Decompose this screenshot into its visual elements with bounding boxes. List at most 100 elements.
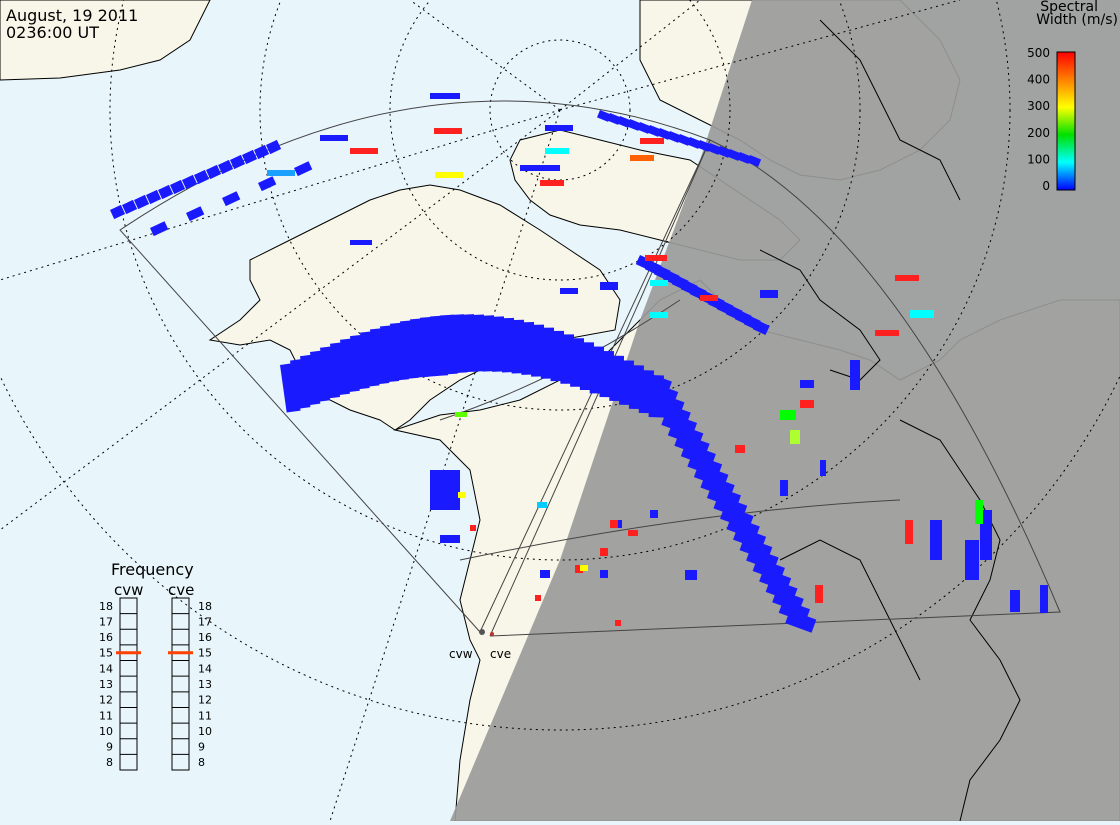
- scatter-cell: [707, 143, 722, 155]
- colorbar-ticks: 500 400 300 200 100 0: [1027, 46, 1050, 193]
- colorbar-tick-label: 0: [1042, 179, 1050, 193]
- scatter-cell: [520, 165, 560, 171]
- colored-scatter-cell: [628, 530, 638, 536]
- colored-scatter-cell: [975, 500, 983, 524]
- colored-scatter-cell: [575, 565, 583, 573]
- scatter-cell: [747, 155, 762, 167]
- scatter-cell: [677, 133, 692, 146]
- scatter-cell: [607, 112, 622, 125]
- time-label: 0236:00 UT: [6, 23, 100, 42]
- colored-scatter-cell: [545, 148, 569, 154]
- cve-site-label: cve: [490, 647, 511, 661]
- scatter-cell: [440, 535, 460, 543]
- frequency-level-label: 18: [99, 600, 113, 613]
- scatter-cell: [266, 139, 282, 155]
- scatter-cell: [230, 154, 246, 170]
- colored-scatter-cell: [640, 138, 664, 144]
- frequency-level-label: 13: [99, 678, 113, 691]
- frequency-level-label: 11: [198, 709, 212, 722]
- backscatter-layer: [110, 93, 1048, 633]
- colorbar-title-line2: Width (m/s): [1036, 12, 1118, 28]
- scatter-cell: [110, 204, 126, 220]
- colored-scatter-cell: [790, 430, 800, 444]
- scatter-cell: [637, 122, 652, 134]
- colored-scatter-cell: [650, 280, 668, 286]
- radar-sites: cvw cve: [449, 629, 511, 661]
- colored-scatter-cell: [600, 548, 608, 556]
- scatter-cell: [186, 206, 205, 222]
- frequency-level-label: 11: [99, 709, 113, 722]
- colored-scatter-cell: [455, 412, 467, 417]
- frequency-level-label: 16: [99, 631, 113, 644]
- colored-scatter-cell: [610, 520, 618, 528]
- night-coastlines: [759, 19, 1021, 822]
- scatter-cell: [254, 144, 270, 160]
- colorbar-tick-label: 500: [1027, 46, 1050, 60]
- frequency-level-label: 14: [198, 662, 212, 675]
- scatter-cell: [727, 149, 742, 161]
- colored-scatter-cell: [537, 502, 547, 508]
- scatter-cell: [650, 510, 658, 518]
- scatter-cell: [1040, 585, 1048, 613]
- scatter-cell: [146, 189, 162, 205]
- scatter-cell: [600, 282, 618, 290]
- scatter-cell: [294, 161, 313, 177]
- scatter-cell: [785, 610, 817, 633]
- frequency-level-label: 14: [99, 662, 113, 675]
- scatter-cell: [850, 360, 860, 390]
- colored-scatter-cell: [700, 295, 718, 301]
- scatter-cell: [597, 109, 612, 122]
- frequency-ticks: 18 18 17 17 16 16 15 15 14 14 13 13 12 12 11 11 10 10 9 9 8 8: [99, 600, 212, 771]
- frequency-level-label: 12: [99, 694, 113, 707]
- scatter-cell: [617, 115, 632, 128]
- colored-scatter-cell: [615, 620, 621, 626]
- scatter-cell: [122, 199, 138, 215]
- colored-scatter-cell: [435, 172, 463, 178]
- scatter-cell: [685, 570, 697, 580]
- colored-scatter-cell: [630, 155, 654, 161]
- scatter-cell: [222, 191, 241, 207]
- colorbar-tick-label: 300: [1027, 99, 1050, 113]
- colored-scatter-cell: [645, 255, 667, 261]
- colored-scatter-cell: [800, 400, 814, 408]
- cve-site-marker: [490, 632, 494, 636]
- frequency-level-label: 9: [106, 741, 113, 754]
- scatter-cell: [560, 288, 578, 294]
- scatter-cell: [600, 570, 608, 578]
- spectral-width-colorbar: 500 400 300 200 100 0: [1027, 46, 1076, 193]
- frequency-level-label: 8: [198, 756, 205, 769]
- scatter-cell: [540, 570, 550, 578]
- colored-scatter-cell: [650, 312, 668, 318]
- scatter-cell: [170, 179, 186, 195]
- frequency-radar-cvw: cvw: [114, 581, 143, 599]
- scatter-cell: [737, 152, 752, 164]
- scatter-cell: [182, 174, 198, 190]
- scatter-cell: [627, 118, 642, 131]
- colored-scatter-cell: [267, 170, 295, 176]
- scatter-cell: [350, 240, 372, 245]
- cvw-site-label: cvw: [449, 647, 473, 661]
- frequency-level-label: 15: [198, 647, 212, 660]
- scatter-cell: [760, 290, 778, 298]
- colored-scatter-cell: [434, 128, 462, 134]
- scatter-cell: [965, 540, 979, 580]
- frequency-level-label: 16: [198, 631, 212, 644]
- frequency-panel: Frequency cvw cve 18 18 17 17 16 16 15 15 14 14 13…: [99, 560, 212, 771]
- scatter-cell: [193, 169, 210, 185]
- scatter-cell: [667, 131, 682, 143]
- frequency-level-label: 9: [198, 741, 205, 754]
- scatter-cell: [218, 159, 234, 175]
- colored-scatter-cell: [458, 492, 466, 498]
- scatter-cell: [647, 124, 662, 137]
- colored-scatter-cell: [535, 595, 541, 601]
- scatter-cell: [717, 145, 732, 158]
- colorbar-title-line1: Spectral: [1040, 0, 1098, 15]
- scatter-cell: [430, 470, 460, 510]
- frequency-level-label: 10: [99, 725, 113, 738]
- colored-scatter-cell: [735, 445, 745, 453]
- date-label: August, 19 2011: [6, 6, 139, 25]
- scatter-cell: [657, 128, 672, 140]
